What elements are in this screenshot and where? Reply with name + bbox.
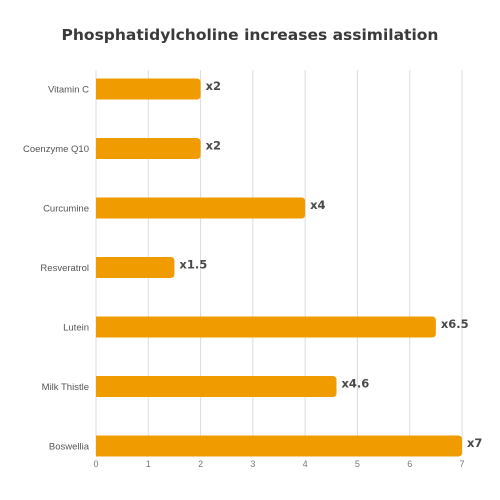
chart-title: Phosphatidylcholine increases assimilati… <box>61 26 439 44</box>
data-label: x4.6 <box>342 377 370 391</box>
category-label: Milk Thistle <box>42 382 89 393</box>
category-label: Boswellia <box>49 442 90 453</box>
data-label: x7 <box>467 436 482 450</box>
category-label: Lutein <box>63 323 89 334</box>
category-labels: Vitamin C Coenzyme Q10 Curcumine Resveratro… <box>23 85 90 453</box>
bar <box>96 197 306 219</box>
bar <box>96 376 337 397</box>
data-label: x1.5 <box>179 258 207 272</box>
data-label: x2 <box>206 79 221 93</box>
x-tick-label: 5 <box>355 459 360 469</box>
data-label: x6.5 <box>441 317 469 331</box>
category-label: Resveratrol <box>40 263 89 274</box>
x-axis-ticks: 0 1 2 3 4 5 6 7 <box>93 459 464 469</box>
x-tick-label: 2 <box>198 459 203 469</box>
x-tick-label: 7 <box>459 459 464 469</box>
data-labels: x2 x2 x4 x1.5 x6.5 x4.6 x7 <box>179 79 482 450</box>
bar <box>96 78 201 100</box>
x-tick-label: 4 <box>303 459 308 469</box>
bar <box>96 316 436 338</box>
x-tick-label: 0 <box>93 459 98 469</box>
bars <box>96 78 462 457</box>
bar <box>96 257 175 278</box>
category-label: Coenzyme Q10 <box>23 144 89 155</box>
category-label: Curcumine <box>43 204 89 215</box>
bar <box>96 138 201 159</box>
data-label: x2 <box>206 139 221 153</box>
x-tick-label: 3 <box>250 459 255 469</box>
x-tick-label: 1 <box>146 459 151 469</box>
x-tick-label: 6 <box>407 459 412 469</box>
data-label: x4 <box>310 198 325 212</box>
bar <box>96 435 462 457</box>
category-label: Vitamin C <box>48 85 89 96</box>
